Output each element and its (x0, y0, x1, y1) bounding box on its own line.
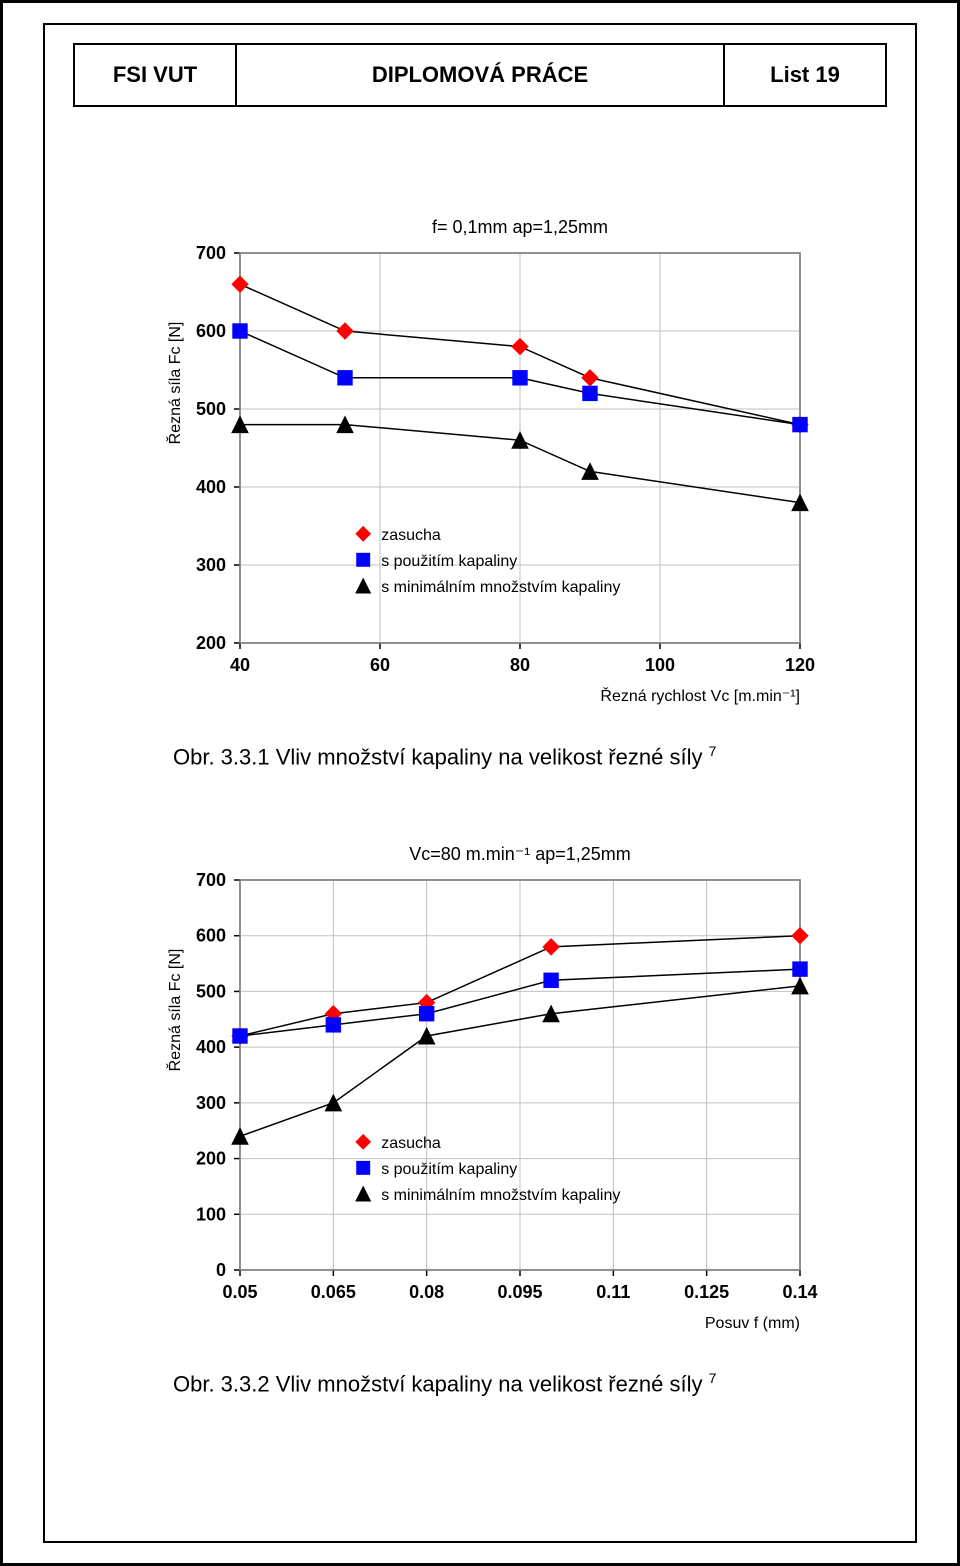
svg-text:700: 700 (196, 870, 226, 890)
caption1: Obr. 3.3.1 Vliv množství kapaliny na vel… (173, 743, 897, 770)
chart2-block: Vc=80 m.min⁻¹ ap=1,25mm 0 100 200 300 400 500 6… (63, 830, 897, 1397)
svg-text:300: 300 (196, 555, 226, 575)
chart1: f= 0,1mm ap=1,25mm 200 300 400 500 600 700 40 60… (130, 203, 830, 723)
chart2: Vc=80 m.min⁻¹ ap=1,25mm 0 100 200 300 400 500 6… (130, 830, 830, 1350)
svg-text:0.05: 0.05 (222, 1282, 257, 1302)
svg-text:0.14: 0.14 (782, 1282, 817, 1302)
header-center: DIPLOMOVÁ PRÁCE (237, 45, 725, 105)
svg-text:0.08: 0.08 (409, 1282, 444, 1302)
svg-text:200: 200 (196, 1149, 226, 1169)
svg-text:400: 400 (196, 1037, 226, 1057)
svg-text:600: 600 (196, 926, 226, 946)
svg-text:0.065: 0.065 (311, 1282, 356, 1302)
content: f= 0,1mm ap=1,25mm2003004005006007004060… (63, 143, 897, 1523)
svg-text:700: 700 (196, 243, 226, 263)
svg-text:400: 400 (196, 477, 226, 497)
svg-text:500: 500 (196, 399, 226, 419)
svg-text:80: 80 (510, 655, 530, 675)
svg-text:zasucha: zasucha (381, 527, 441, 544)
svg-text:0.11: 0.11 (596, 1282, 630, 1302)
svg-text:40: 40 (230, 655, 250, 675)
svg-text:120: 120 (785, 655, 815, 675)
svg-text:s minimálním množstvím kapalin: s minimálním množstvím kapaliny (381, 579, 620, 596)
svg-text:f= 0,1mm ap=1,25mm: f= 0,1mm ap=1,25mm (432, 217, 608, 237)
caption1-sup: 7 (709, 743, 717, 759)
header-table: FSI VUT DIPLOMOVÁ PRÁCE List 19 (73, 43, 887, 107)
chart1-block: f= 0,1mm ap=1,25mm 200 300 400 500 600 700 40 60… (63, 203, 897, 770)
svg-text:Řezná síla Fc [N]: Řezná síla Fc [N] (165, 949, 184, 1072)
svg-text:100: 100 (645, 655, 675, 675)
caption1-text: Obr. 3.3.1 Vliv množství kapaliny na vel… (173, 744, 709, 769)
caption2: Obr. 3.3.2 Vliv množství kapaliny na vel… (173, 1370, 897, 1397)
svg-text:600: 600 (196, 321, 226, 341)
svg-text:0.125: 0.125 (684, 1282, 729, 1302)
svg-text:0.095: 0.095 (497, 1282, 542, 1302)
svg-text:s použitím kapaliny: s použitím kapaliny (381, 553, 517, 570)
svg-text:s použitím kapaliny: s použitím kapaliny (381, 1161, 517, 1178)
page: FSI VUT DIPLOMOVÁ PRÁCE List 19 f= 0,1mm… (0, 0, 960, 1566)
svg-text:100: 100 (196, 1205, 226, 1225)
svg-text:200: 200 (196, 633, 226, 653)
svg-text:Řezná síla Fc [N]: Řezná síla Fc [N] (165, 322, 184, 445)
svg-text:s minimálním množstvím kapalin: s minimálním množstvím kapaliny (381, 1187, 620, 1204)
svg-text:500: 500 (196, 982, 226, 1002)
svg-text:300: 300 (196, 1093, 226, 1113)
svg-text:Řezná rychlost Vc [m.min⁻¹]: Řezná rychlost Vc [m.min⁻¹] (600, 686, 800, 705)
caption2-text: Obr. 3.3.2 Vliv množství kapaliny na vel… (173, 1372, 709, 1397)
svg-text:Vc=80 m.min⁻¹ ap=1,25mm: Vc=80 m.min⁻¹ ap=1,25mm (409, 844, 631, 864)
svg-text:0: 0 (216, 1260, 226, 1280)
header-left: FSI VUT (75, 45, 237, 105)
svg-text:zasucha: zasucha (381, 1135, 441, 1152)
svg-text:60: 60 (370, 655, 390, 675)
svg-text:Posuv f (mm): Posuv f (mm) (705, 1315, 800, 1332)
header-right: List 19 (725, 45, 885, 105)
caption2-sup: 7 (709, 1370, 717, 1386)
